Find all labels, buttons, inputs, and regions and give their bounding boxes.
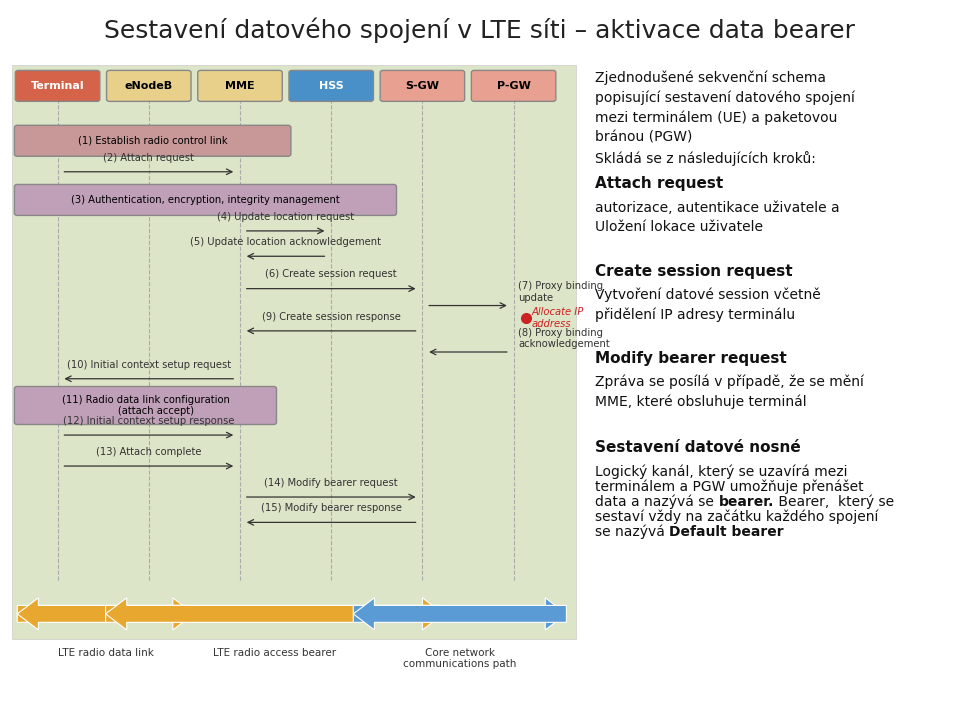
Text: Zpráva se posílá v případě, že se mění
MME, které obsluhuje terminál: Zpráva se posílá v případě, že se mění M… [595, 375, 864, 409]
Text: (4) Update location request: (4) Update location request [217, 212, 354, 222]
FancyArrow shape [106, 598, 444, 630]
Text: (5) Update location acknowledgement: (5) Update location acknowledgement [190, 237, 381, 247]
Text: S-GW: S-GW [405, 81, 440, 91]
Text: Sestavení datového spojení v LTE síti – aktivace data bearer: Sestavení datového spojení v LTE síti – … [105, 18, 855, 43]
Text: LTE radio data link: LTE radio data link [58, 648, 154, 658]
Text: data a nazývá se: data a nazývá se [595, 495, 718, 509]
FancyBboxPatch shape [14, 125, 291, 156]
Text: (3) Authentication, encryption, integrity management: (3) Authentication, encryption, integrit… [71, 195, 340, 205]
FancyBboxPatch shape [198, 70, 282, 101]
Text: (13) Attach complete: (13) Attach complete [96, 447, 202, 457]
Text: (8) Proxy binding
acknowledgement: (8) Proxy binding acknowledgement [518, 327, 611, 349]
Text: (1) Establish radio control link: (1) Establish radio control link [78, 136, 228, 146]
FancyBboxPatch shape [15, 70, 100, 101]
Text: (7) Proxy binding
update: (7) Proxy binding update [518, 281, 604, 303]
FancyBboxPatch shape [471, 70, 556, 101]
Text: Modify bearer request: Modify bearer request [595, 351, 787, 365]
Text: bearer.: bearer. [718, 495, 774, 508]
Text: (2) Attach request: (2) Attach request [104, 153, 194, 163]
Text: (11) Radio data link configuration
       (attach accept): (11) Radio data link configuration (atta… [61, 395, 229, 416]
Text: MME: MME [226, 81, 254, 91]
Text: Zjednodušené sekvenční schema
popisující sestavení datového spojení
mezi terminá: Zjednodušené sekvenční schema popisující… [595, 70, 855, 166]
Text: Logický kanál, který se uzavírá mezi: Logický kanál, který se uzavírá mezi [595, 465, 848, 479]
Text: eNodeB: eNodeB [125, 81, 173, 91]
Text: Create session request: Create session request [595, 264, 793, 279]
FancyBboxPatch shape [14, 386, 276, 425]
FancyBboxPatch shape [380, 70, 465, 101]
Text: (6) Create session request: (6) Create session request [265, 270, 397, 279]
FancyBboxPatch shape [289, 70, 373, 101]
Text: LTE radio access bearer: LTE radio access bearer [213, 648, 336, 658]
Text: autorizace, autentikace uživatele a
Uložení lokace uživatele: autorizace, autentikace uživatele a Ulož… [595, 201, 840, 234]
Text: Core network
communications path: Core network communications path [403, 648, 516, 670]
Text: se nazývá: se nazývá [595, 524, 669, 539]
Text: terminálem a PGW umožňuje přenášet: terminálem a PGW umožňuje přenášet [595, 479, 864, 494]
Text: Default bearer: Default bearer [669, 524, 784, 539]
Text: (12) Initial context setup response: (12) Initial context setup response [63, 416, 234, 426]
FancyBboxPatch shape [14, 184, 396, 215]
FancyArrow shape [353, 598, 566, 630]
FancyArrow shape [17, 598, 194, 630]
Text: HSS: HSS [319, 81, 344, 91]
Text: (10) Initial context setup request: (10) Initial context setup request [67, 360, 230, 370]
Text: Terminal: Terminal [31, 81, 84, 91]
FancyBboxPatch shape [107, 70, 191, 101]
FancyArrow shape [106, 598, 444, 630]
Text: Sestavení datové nosné: Sestavení datové nosné [595, 440, 801, 455]
Text: Allocate IP
address: Allocate IP address [532, 308, 584, 329]
Text: (15) Modify bearer response: (15) Modify bearer response [261, 503, 401, 513]
Text: P-GW: P-GW [496, 81, 531, 91]
Text: Attach request: Attach request [595, 176, 724, 191]
FancyArrow shape [17, 598, 194, 630]
Text: sestaví vždy na začátku každého spojení: sestaví vždy na začátku každého spojení [595, 510, 878, 524]
Text: Vytvoření datové session včetně
přidělení IP adresy terminálu: Vytvoření datové session včetně přidělen… [595, 287, 821, 322]
Text: (14) Modify bearer request: (14) Modify bearer request [264, 478, 398, 488]
Text: (9) Create session response: (9) Create session response [262, 312, 400, 322]
FancyBboxPatch shape [12, 65, 576, 639]
Text: Bearer,  který se: Bearer, který se [774, 495, 894, 509]
FancyArrow shape [353, 598, 566, 630]
